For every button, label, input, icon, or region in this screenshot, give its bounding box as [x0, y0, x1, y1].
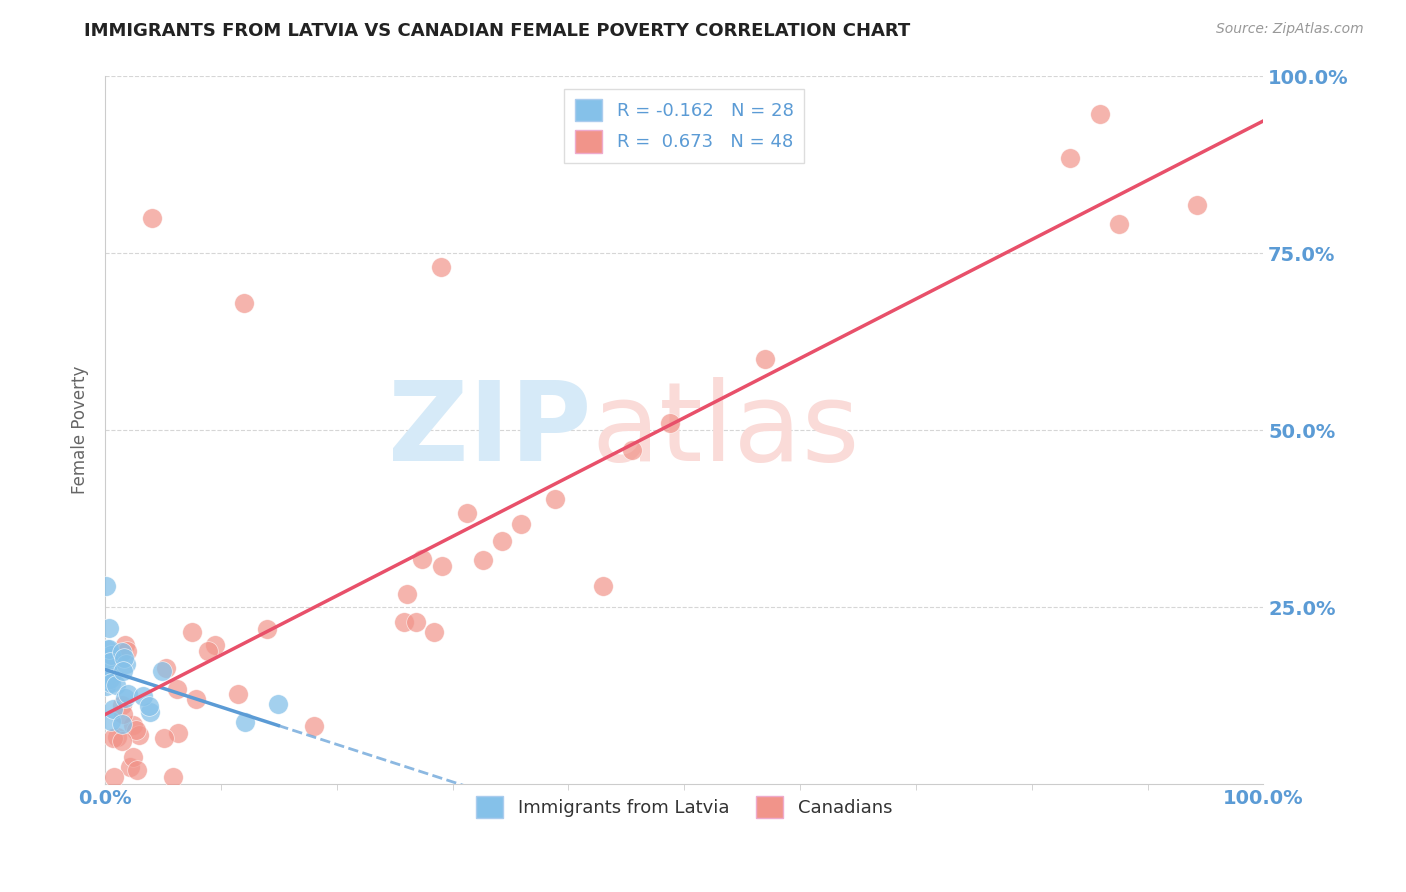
Point — [98, 655, 121, 669]
Point — [423, 625, 446, 640]
Point — [620, 443, 643, 458]
Text: IMMIGRANTS FROM LATVIA VS CANADIAN FEMALE POVERTY CORRELATION CHART: IMMIGRANTS FROM LATVIA VS CANADIAN FEMAL… — [84, 22, 911, 40]
Point — [432, 558, 454, 573]
Point — [111, 733, 134, 747]
Point — [155, 661, 177, 675]
Text: ZIP: ZIP — [388, 376, 592, 483]
Point — [114, 639, 136, 653]
Point — [115, 644, 138, 658]
Legend: Immigrants from Latvia, Canadians: Immigrants from Latvia, Canadians — [470, 789, 900, 825]
Point — [456, 506, 478, 520]
Point — [122, 718, 145, 732]
Point — [430, 260, 453, 275]
Point — [204, 638, 226, 652]
Point — [100, 648, 122, 662]
Point — [101, 731, 124, 745]
Point — [1088, 106, 1111, 120]
Point — [98, 621, 121, 635]
Point — [115, 657, 138, 671]
Point — [132, 690, 155, 704]
Point — [97, 669, 120, 683]
Point — [197, 644, 219, 658]
Point — [1108, 217, 1130, 231]
Point — [471, 553, 494, 567]
Point — [105, 678, 128, 692]
Point — [267, 697, 290, 711]
Point — [233, 714, 256, 729]
Point — [117, 687, 139, 701]
Point — [96, 679, 118, 693]
Point — [111, 717, 134, 731]
Point — [138, 699, 160, 714]
Point — [100, 668, 122, 682]
Text: Source: ZipAtlas.com: Source: ZipAtlas.com — [1216, 22, 1364, 37]
Point — [100, 714, 122, 728]
Point — [509, 517, 531, 532]
Point — [162, 770, 184, 784]
Point — [228, 687, 250, 701]
Point — [411, 552, 433, 566]
Point — [1185, 197, 1208, 211]
Point — [150, 664, 173, 678]
Point — [98, 673, 121, 687]
Point — [125, 764, 148, 778]
Point — [396, 587, 419, 601]
Point — [97, 651, 120, 665]
Point — [111, 645, 134, 659]
Point — [107, 730, 129, 744]
Point — [103, 770, 125, 784]
Point — [114, 690, 136, 705]
Point — [121, 750, 143, 764]
Point — [405, 615, 427, 629]
Point — [112, 650, 135, 665]
Point — [394, 615, 416, 630]
Y-axis label: Female Poverty: Female Poverty — [72, 366, 89, 494]
Point — [152, 731, 174, 746]
Point — [125, 723, 148, 738]
Point — [544, 491, 567, 506]
Point — [141, 211, 163, 225]
Text: atlas: atlas — [592, 376, 860, 483]
Point — [118, 760, 141, 774]
Point — [304, 719, 326, 733]
Point — [128, 728, 150, 742]
Point — [659, 416, 682, 430]
Point — [233, 295, 256, 310]
Point — [491, 533, 513, 548]
Point — [754, 351, 776, 366]
Point — [98, 641, 121, 656]
Point — [96, 579, 118, 593]
Point — [112, 664, 135, 678]
Point — [111, 698, 134, 713]
Point — [256, 622, 278, 636]
Point — [139, 706, 162, 720]
Point — [184, 692, 207, 706]
Point — [167, 725, 190, 739]
Point — [1059, 152, 1081, 166]
Point — [166, 681, 188, 696]
Point — [96, 642, 118, 657]
Point — [592, 579, 614, 593]
Point — [100, 675, 122, 690]
Point — [181, 625, 204, 640]
Point — [101, 702, 124, 716]
Point — [111, 707, 134, 722]
